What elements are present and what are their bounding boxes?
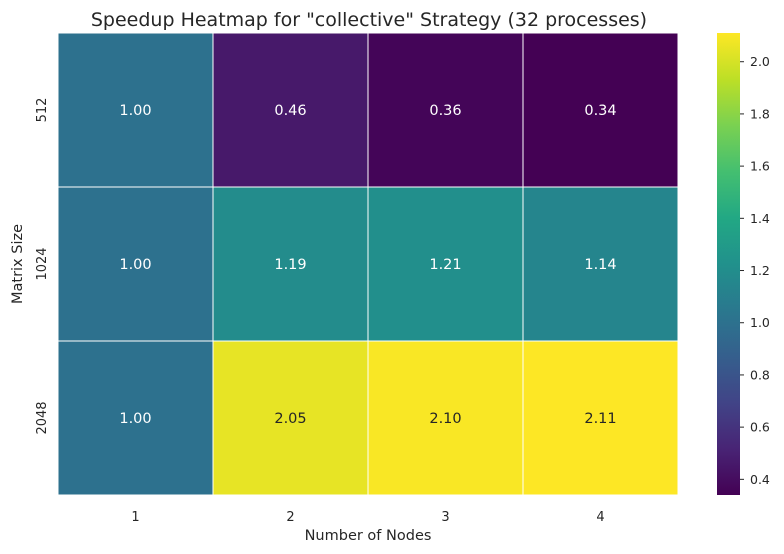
x-tick-label: 3 xyxy=(441,510,449,525)
x-tick-label: 1 xyxy=(131,510,139,525)
heatmap-cell xyxy=(212,340,369,496)
chart-title: Speedup Heatmap for "collective" Strateg… xyxy=(91,9,647,31)
heatmap-cell xyxy=(367,32,524,188)
colorbar-tick-label: 1.6 xyxy=(750,159,770,174)
colorbar-tick-label: 0.4 xyxy=(750,472,770,487)
x-tick-label: 2 xyxy=(286,510,294,525)
heatmap-cell xyxy=(57,32,214,188)
heatmap-cell xyxy=(522,186,679,342)
cell-value-label: 1.00 xyxy=(119,103,151,119)
heatmap-cell xyxy=(522,32,679,188)
cell-value-label: 0.36 xyxy=(429,103,461,119)
cell-value-label: 1.00 xyxy=(119,411,151,427)
colorbar-tick-label: 1.8 xyxy=(750,106,770,121)
x-tick-label: 4 xyxy=(596,510,604,525)
heatmap-cell xyxy=(522,340,679,496)
x-axis-label: Number of Nodes xyxy=(305,528,432,544)
cell-value-label: 0.46 xyxy=(274,103,306,119)
colorbar-tick-label: 0.6 xyxy=(750,420,770,435)
cell-value-label: 2.10 xyxy=(429,411,461,427)
cell-value-label: 1.21 xyxy=(429,257,461,273)
colorbar-ticks: 0.4 0.6 0.8 1.0 1.2 1.4 1.6 1.8 2.0 xyxy=(740,54,770,487)
cell-value-label: 2.05 xyxy=(274,411,306,427)
y-tick-label: 2048 xyxy=(35,401,50,434)
colorbar-tick-label: 0.8 xyxy=(750,367,770,382)
colorbar-tick-label: 1.0 xyxy=(750,315,770,330)
y-tick-label: 512 xyxy=(35,98,50,123)
heatmap-cell xyxy=(57,340,214,496)
cell-value-label: 1.14 xyxy=(584,257,616,273)
x-axis-ticks: 1 2 3 4 xyxy=(131,510,604,525)
heatmap-cell xyxy=(367,186,524,342)
colorbar-tick-label: 1.2 xyxy=(750,263,770,278)
heatmap-cells: 1.00 0.46 0.36 0.34 1.00 1.19 1.21 1.14 1.00 2.05… xyxy=(57,32,679,496)
y-axis-label: Matrix Size xyxy=(10,224,26,304)
cell-value-label: 1.00 xyxy=(119,257,151,273)
cell-value-label: 1.19 xyxy=(274,257,306,273)
y-tick-label: 1024 xyxy=(35,247,50,280)
heatmap-cell xyxy=(212,32,369,188)
heatmap-cell xyxy=(212,186,369,342)
colorbar-tick-label: 1.4 xyxy=(750,211,770,226)
heatmap-cell xyxy=(57,186,214,342)
colorbar xyxy=(717,33,740,495)
cell-value-label: 2.11 xyxy=(584,411,616,427)
colorbar-tick-label: 2.0 xyxy=(750,54,770,69)
y-axis-ticks: 512 1024 2048 xyxy=(35,98,50,435)
cell-value-label: 0.34 xyxy=(584,103,616,119)
